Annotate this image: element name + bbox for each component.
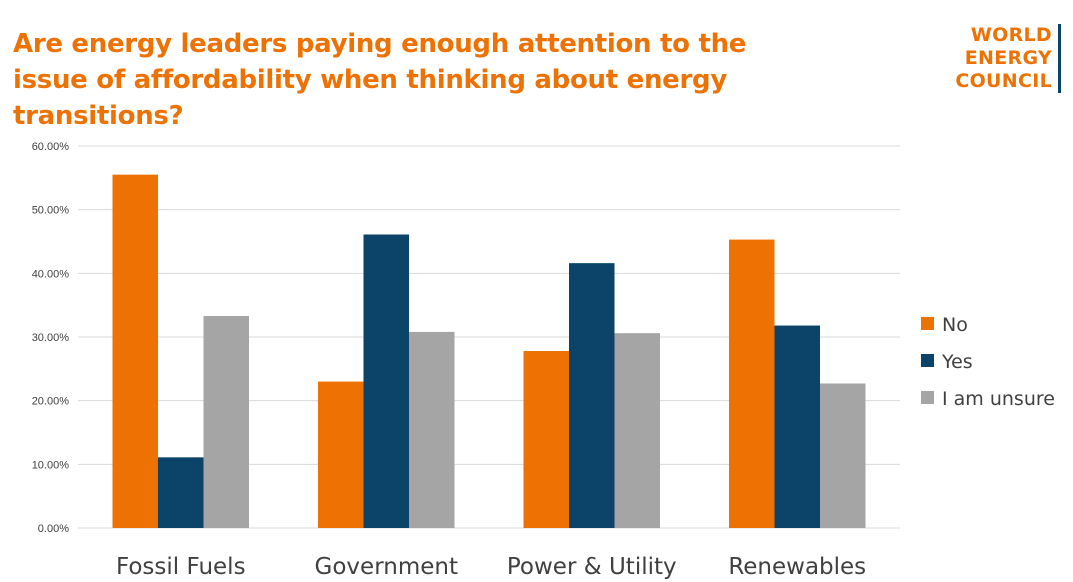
y-tick-label: 50.00% <box>32 205 70 217</box>
x-axis-category-labels: Fossil Fuels Government Power & Utility Ren… <box>116 554 866 580</box>
y-tick-label: 20.00% <box>32 396 70 408</box>
bar-no-2 <box>523 351 569 528</box>
bar-no-1 <box>318 381 364 528</box>
legend-swatch <box>921 317 934 330</box>
x-category-label: Government <box>315 554 458 580</box>
y-tick-label: 30.00% <box>32 332 70 344</box>
bar-no-0 <box>112 174 158 528</box>
world-energy-council-logo: WORLD ENERGY COUNCIL <box>955 24 1061 93</box>
x-category-label: Power & Utility <box>507 554 677 580</box>
logo-wordmark: WORLD ENERGY COUNCIL <box>955 24 1052 93</box>
legend-label: I am unsure <box>942 388 1055 410</box>
y-axis-tick-labels: 0.00% 10.00% 20.00% 30.00% 40.00% 50.00% 60.00… <box>32 141 70 535</box>
chart-legend: No Yes I am unsure <box>921 314 1055 410</box>
x-category-label: Fossil Fuels <box>116 554 246 580</box>
legend-swatch <box>921 391 934 404</box>
legend-swatch <box>921 354 934 367</box>
x-category-label: Renewables <box>728 554 866 580</box>
bar-yes-1 <box>363 234 409 528</box>
y-tick-label: 60.00% <box>32 141 70 153</box>
chart-bars <box>112 174 866 528</box>
logo-accent-bar <box>1058 24 1061 93</box>
bar-i-am-unsure-3 <box>820 383 866 528</box>
legend-label: No <box>942 314 968 336</box>
bar-no-3 <box>729 239 775 528</box>
bar-yes-3 <box>774 325 820 528</box>
logo-line-1: WORLD <box>970 24 1052 46</box>
bar-yes-0 <box>158 457 204 528</box>
bar-i-am-unsure-2 <box>614 333 660 528</box>
y-tick-label: 10.00% <box>32 459 70 471</box>
bar-yes-2 <box>569 263 615 528</box>
chart-title: Are energy leaders paying enough attenti… <box>13 29 747 131</box>
bar-i-am-unsure-1 <box>409 331 455 528</box>
legend-label: Yes <box>941 351 973 373</box>
logo-line-3: COUNCIL <box>955 70 1052 92</box>
y-tick-label: 40.00% <box>32 268 70 280</box>
bar-i-am-unsure-0 <box>203 315 249 528</box>
y-tick-label: 0.00% <box>38 523 69 535</box>
logo-line-2: ENERGY <box>964 47 1052 69</box>
